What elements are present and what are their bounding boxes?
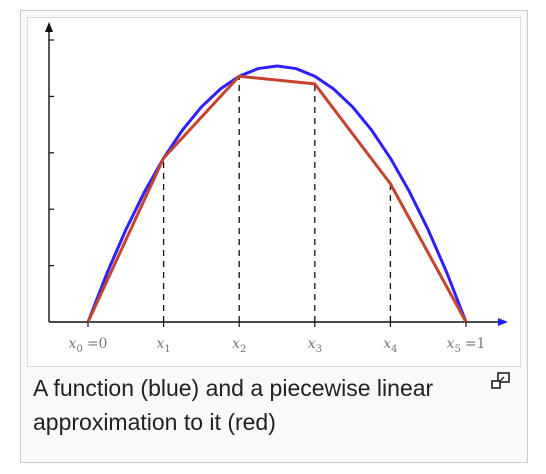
figure-caption: A function (blue) and a piecewise linear… bbox=[33, 375, 434, 435]
function-curve bbox=[86, 64, 468, 323]
x-axis-arrow bbox=[498, 318, 508, 326]
x-tick-label: x4 bbox=[383, 336, 397, 355]
figure-image[interactable]: x0 =0 x1 x2 x3 x4 x5 =1 bbox=[27, 17, 521, 367]
x-tick-label: x0 =0 bbox=[69, 336, 108, 355]
x-tick-label: x3 bbox=[308, 336, 322, 355]
x-tick-label: x2 bbox=[232, 336, 246, 355]
x-tick-label: x5 =1 bbox=[447, 336, 486, 355]
y-axis-arrow bbox=[45, 22, 53, 32]
plot-chart: x0 =0 x1 x2 x3 x4 x5 =1 bbox=[45, 22, 508, 355]
figure-thumbnail: x0 =0 x1 x2 x3 x4 x5 =1 A function (blue) and a… bbox=[20, 10, 528, 463]
piecewise-approximation bbox=[86, 74, 468, 323]
enlarge-glyph bbox=[491, 372, 510, 389]
enlarge-icon[interactable] bbox=[489, 371, 513, 393]
x-tick-label: x1 bbox=[156, 336, 170, 355]
